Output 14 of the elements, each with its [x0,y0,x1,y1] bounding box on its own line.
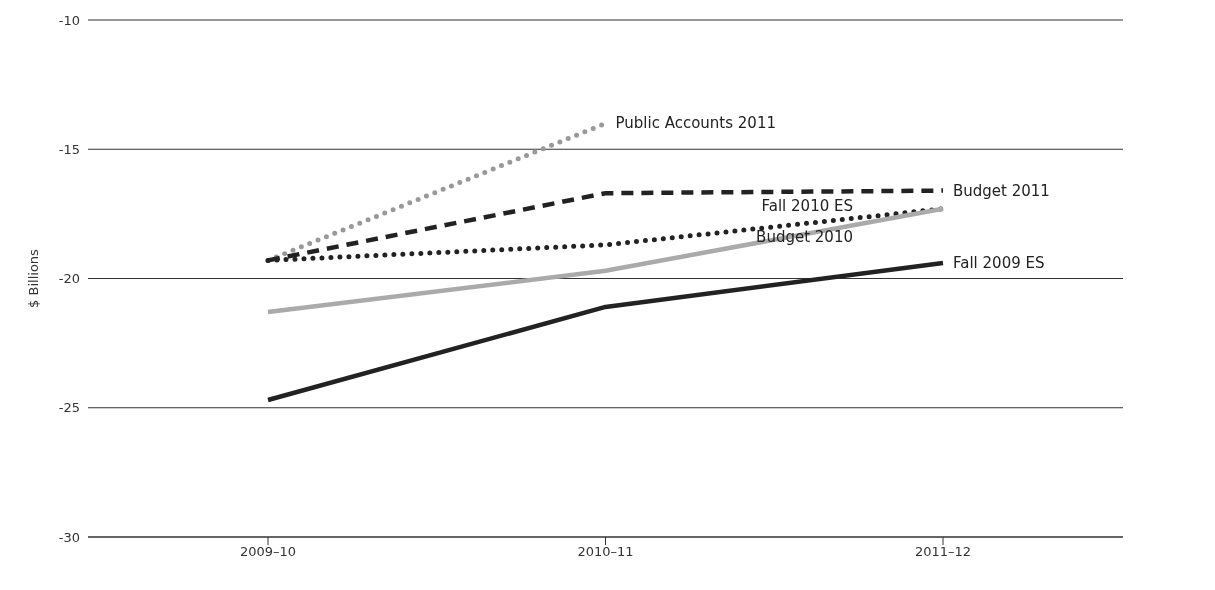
y-tick-label: -20 [58,271,80,287]
series-label: Budget 2011 [953,181,1050,200]
y-tick-label: -25 [58,400,80,416]
x-tick-label: 2009–10 [239,544,297,560]
y-axis-title: $ Billions [25,248,41,308]
y-tick-label: -15 [58,141,80,157]
series-label: Fall 2010 ES [761,196,853,215]
series-label: Public Accounts 2011 [615,114,776,133]
y-tick-label: -10 [58,12,80,28]
series-label: Fall 2009 ES [953,253,1045,272]
series-label: Budget 2010 [756,227,853,246]
x-tick-label: 2010–11 [577,544,634,560]
x-tick-label: 2011–12 [914,544,972,560]
y-tick-label: -30 [58,529,80,545]
